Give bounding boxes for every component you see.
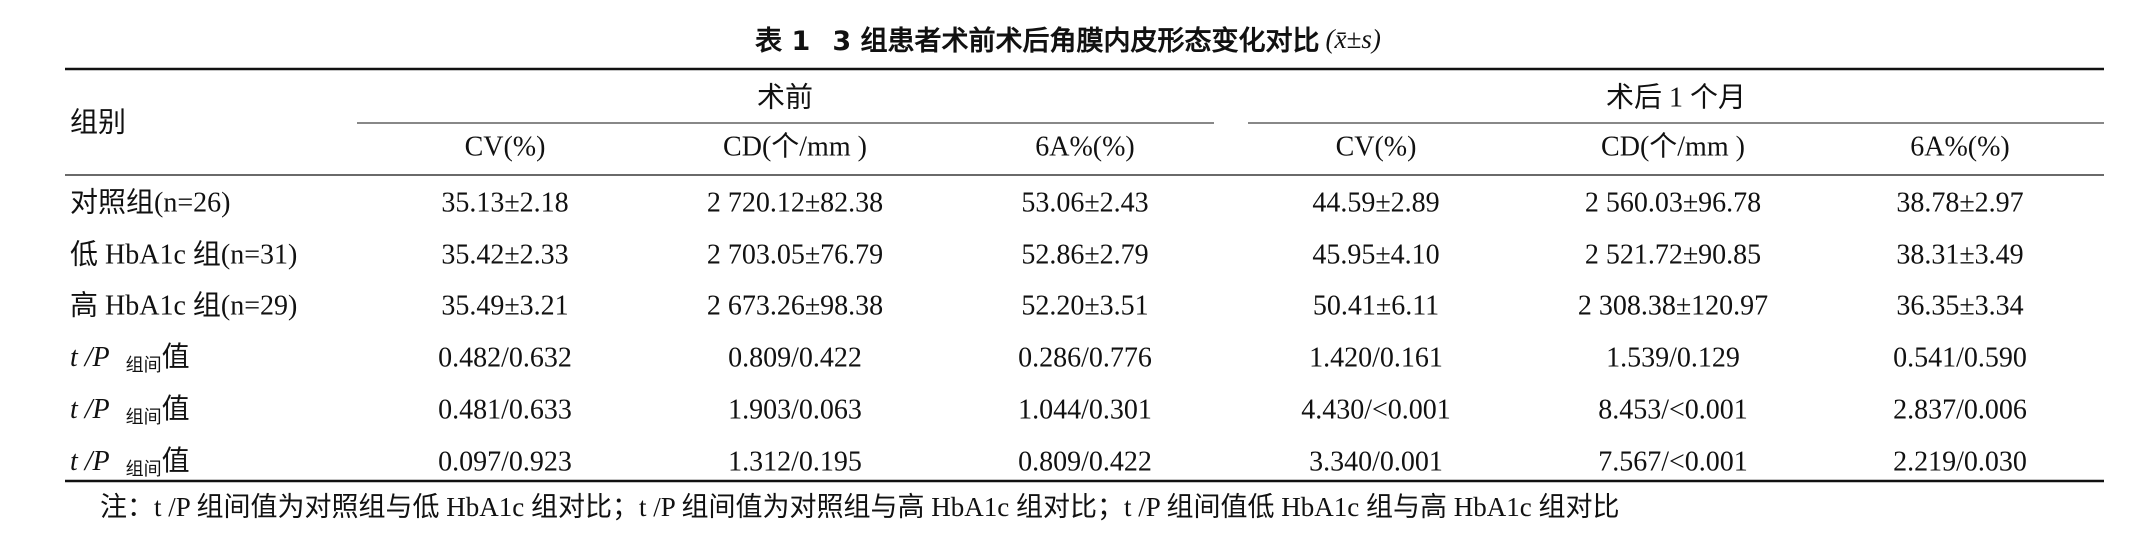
row-label: 低 HbA1c 组(n=31) <box>70 238 297 270</box>
title-label: 表 1 <box>755 26 810 57</box>
cell: 0.286/0.776 <box>1018 342 1152 373</box>
row-label-stat: t /P <box>70 394 110 425</box>
row-label: t /P 组间值 <box>70 341 190 375</box>
cell: 1.420/0.161 <box>1309 342 1443 373</box>
cell: 1.539/0.129 <box>1606 342 1740 373</box>
cell: 2 521.72±90.85 <box>1585 239 1761 270</box>
cell: 2 703.05±76.79 <box>707 239 883 270</box>
cell: 1.903/0.063 <box>728 394 862 425</box>
row-label: 对照组(n=26) <box>70 186 230 218</box>
cell: 2 560.03±96.78 <box>1585 187 1761 218</box>
cell: 0.482/0.632 <box>438 342 572 373</box>
cell: 52.86±2.79 <box>1021 239 1148 270</box>
column-header: CD(个/mm ) <box>1601 131 1745 162</box>
cell: 53.06±2.43 <box>1021 187 1148 218</box>
column-header: 6A%(%) <box>1910 131 2010 162</box>
cell: 50.41±6.11 <box>1313 290 1439 321</box>
spanner: 术前 <box>757 81 813 113</box>
row-label-suffix: 值 <box>162 341 190 373</box>
row-label-suffix: 值 <box>162 393 190 425</box>
note: 注：t /P 组间值为对照组与低 HbA1c 组对比；t /P 组间值为对照组与… <box>100 492 1619 522</box>
cell: 0.541/0.590 <box>1893 342 2027 373</box>
cell: 2.219/0.030 <box>1893 446 2027 477</box>
cell: 1.312/0.195 <box>728 446 862 477</box>
cell: 2.837/0.006 <box>1893 394 2027 425</box>
title-stat: (x̄±s) <box>1326 24 1381 54</box>
cell: 44.59±2.89 <box>1312 187 1439 218</box>
cell: 2 673.26±98.38 <box>707 290 883 321</box>
cell: 45.95±4.10 <box>1312 239 1439 270</box>
cell: 0.809/0.422 <box>1018 446 1152 477</box>
group-header: 组别 <box>70 106 126 138</box>
cell: 38.78±2.97 <box>1896 187 2023 218</box>
spanner: 术后 1 个月 <box>1606 81 1746 113</box>
column-header: CV(%) <box>1336 131 1417 162</box>
cell: 0.097/0.923 <box>438 446 572 477</box>
cell: 38.31±3.49 <box>1896 239 2023 270</box>
row-label-sub: 组间 <box>126 407 162 427</box>
title: 表 1 3 组患者术前术后角膜内皮形态变化对比 (x̄±s) <box>755 24 1381 56</box>
cell: 52.20±3.51 <box>1021 290 1148 321</box>
row-label-stat: t /P <box>70 342 110 373</box>
cell: 8.453/<0.001 <box>1598 394 1748 425</box>
cell: 36.35±3.34 <box>1896 290 2023 321</box>
row-label-suffix: 值 <box>162 445 190 477</box>
title-text: 3 组患者术前术后角膜内皮形态变化对比 <box>832 25 1319 57</box>
row-label: 高 HbA1c 组(n=29) <box>70 289 297 321</box>
row-label-sub: 组间 <box>126 459 162 479</box>
cell: 35.42±2.33 <box>441 239 568 270</box>
cell: 7.567/<0.001 <box>1598 446 1748 477</box>
row-label-stat: t /P <box>70 446 110 477</box>
cell: 3.340/0.001 <box>1309 446 1443 477</box>
cell: 4.430/<0.001 <box>1301 394 1451 425</box>
cell: 2 720.12±82.38 <box>707 187 883 218</box>
column-header: 6A%(%) <box>1035 131 1135 162</box>
cell: 35.49±3.21 <box>441 290 568 321</box>
cell: 1.044/0.301 <box>1018 394 1152 425</box>
row-label-sub: 组间 <box>126 355 162 375</box>
cell: 2 308.38±120.97 <box>1578 290 1768 321</box>
column-header: CV(%) <box>465 131 546 162</box>
row-label: t /P 组间值 <box>70 445 190 479</box>
cell: 35.13±2.18 <box>441 187 568 218</box>
row-label: t /P 组间值 <box>70 393 190 427</box>
cell: 0.481/0.633 <box>438 394 572 425</box>
column-header: CD(个/mm ) <box>723 131 867 162</box>
cell: 0.809/0.422 <box>728 342 862 373</box>
